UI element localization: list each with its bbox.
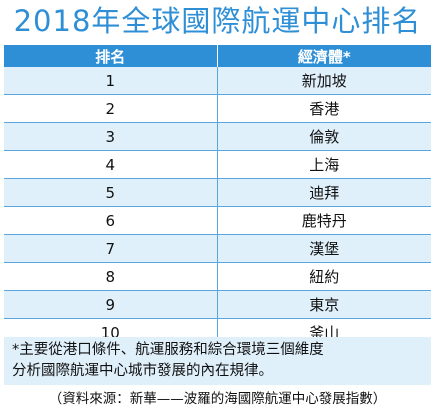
rank-cell: 9 bbox=[4, 290, 217, 319]
economy-cell: 東京 bbox=[216, 290, 431, 319]
table-header-row: 排名 經濟體* bbox=[4, 45, 431, 67]
economy-cell: 上海 bbox=[216, 150, 431, 179]
source-citation: （資料來源：新華——波羅的海國際航運中心發展指數） bbox=[48, 391, 387, 407]
ranking-table: 排名 經濟體* 1 新加坡 2 香港 3 倫敦 4 上海 5 迪 bbox=[4, 45, 431, 347]
rank-cell: 6 bbox=[4, 206, 217, 235]
table-row: 9 東京 bbox=[4, 290, 431, 319]
economy-cell: 鹿特丹 bbox=[216, 206, 431, 235]
table-row: 3 倫敦 bbox=[4, 122, 431, 151]
rank-cell: 2 bbox=[4, 94, 217, 123]
column-header-rank: 排名 bbox=[4, 45, 217, 67]
economy-cell: 漢堡 bbox=[216, 234, 431, 263]
table-row: 2 香港 bbox=[4, 94, 431, 123]
table-row: 6 鹿特丹 bbox=[4, 206, 431, 235]
table-row: 8 紐約 bbox=[4, 262, 431, 291]
economy-cell: 迪拜 bbox=[216, 178, 431, 207]
rank-cell: 4 bbox=[4, 150, 217, 179]
rank-cell: 7 bbox=[4, 234, 217, 263]
page-title: 2018年全球國際航運中心排名 bbox=[13, 4, 422, 38]
economy-cell: 紐約 bbox=[216, 262, 431, 291]
rank-cell: 3 bbox=[4, 122, 217, 151]
footnote-line-1: *主要從港口條件、航運服務和綜合環境三個維度 bbox=[12, 342, 324, 358]
rank-cell: 8 bbox=[4, 262, 217, 291]
table-row: 7 漢堡 bbox=[4, 234, 431, 263]
footnote-box: *主要從港口條件、航運服務和綜合環境三個維度 分析國際航運中心城市發展的內在規律… bbox=[4, 337, 431, 385]
table-row: 4 上海 bbox=[4, 150, 431, 179]
footnote-line-2: 分析國際航運中心城市發展的內在規律。 bbox=[12, 363, 273, 379]
economy-cell: 倫敦 bbox=[216, 122, 431, 151]
table-row: 1 新加坡 bbox=[4, 67, 431, 95]
column-header-economy: 經濟體* bbox=[216, 45, 431, 67]
table-row: 5 迪拜 bbox=[4, 178, 431, 207]
rank-cell: 5 bbox=[4, 178, 217, 207]
rank-cell: 1 bbox=[4, 67, 217, 95]
economy-cell: 香港 bbox=[216, 94, 431, 123]
economy-cell: 新加坡 bbox=[216, 67, 431, 95]
